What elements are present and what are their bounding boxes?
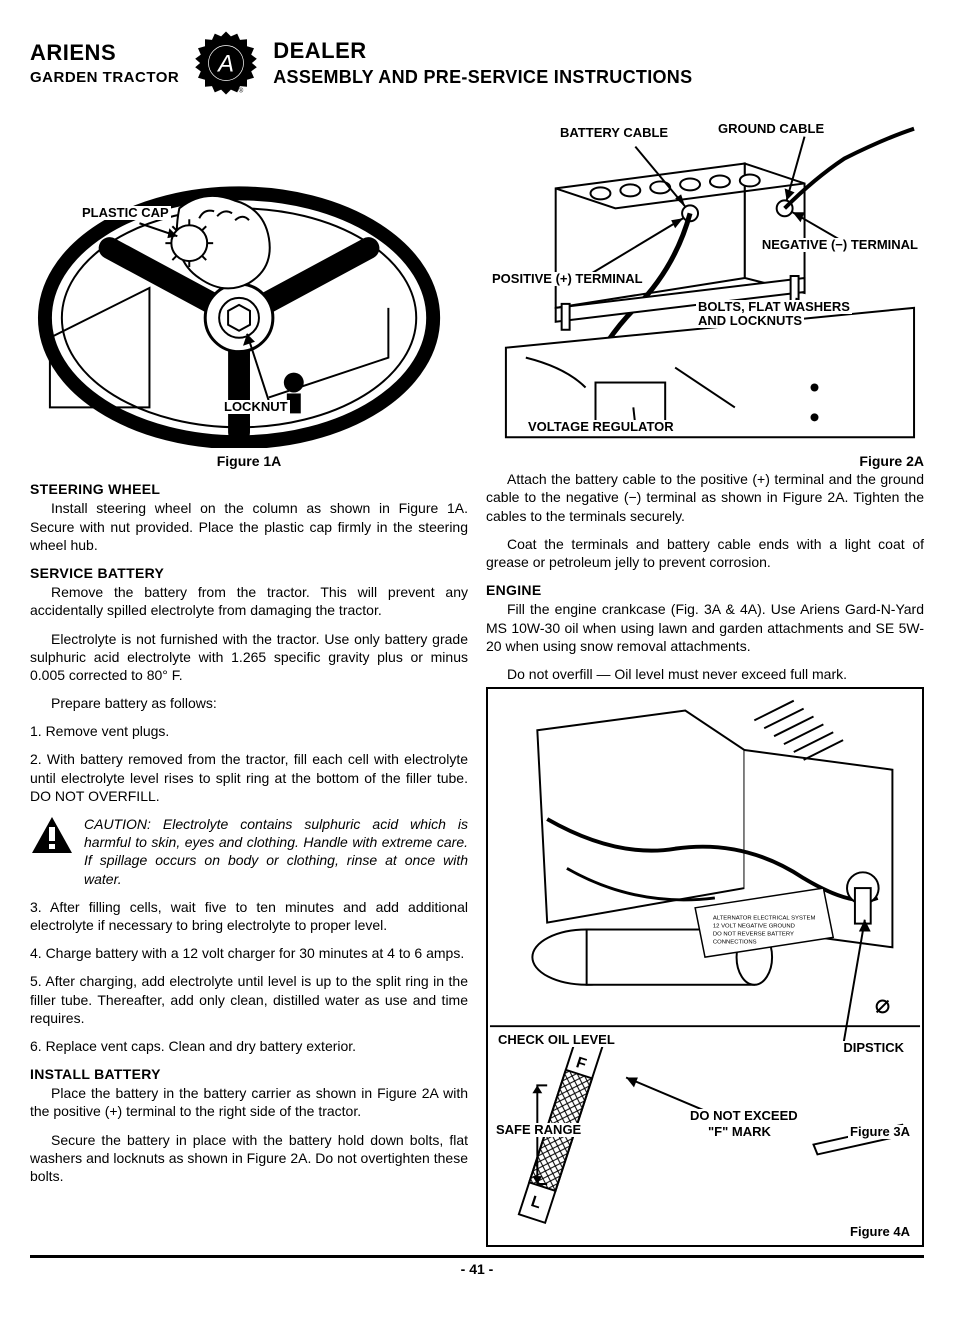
- caution-text: CAUTION: Electrolyte contains sulphuric …: [84, 815, 468, 888]
- battery-step-5: 5. After charging, add electrolyte until…: [30, 972, 468, 1027]
- page-header: ARIENS GARDEN TRACTOR A ® DEALER ASSEMBL…: [30, 28, 924, 98]
- figure-1a-caption: Figure 1A: [30, 452, 468, 470]
- label-voltage-regulator: VOLTAGE REGULATOR: [526, 420, 676, 434]
- label-bolts-line1: BOLTS, FLAT WASHERS: [696, 300, 852, 314]
- service-battery-heading: SERVICE BATTERY: [30, 564, 468, 582]
- engine-p1: Fill the engine crankcase (Fig. 3A & 4A)…: [486, 600, 924, 655]
- label-do-not-exceed-2: "F" MARK: [706, 1125, 773, 1139]
- battery-step-3: 3. After filling cells, wait five to ten…: [30, 898, 468, 934]
- label-plastic-cap: PLASTIC CAP: [80, 206, 171, 220]
- svg-text:ALTERNATOR ELECTRICAL SYSTEM: ALTERNATOR ELECTRICAL SYSTEM: [713, 916, 816, 922]
- left-column: PLASTIC CAP LOCKNUT Figure 1A STEERING W…: [30, 108, 468, 1247]
- svg-text:A: A: [216, 50, 234, 77]
- label-negative-terminal: NEGATIVE (−) TERMINAL: [760, 238, 920, 252]
- figure-3a-4a: ALTERNATOR ELECTRICAL SYSTEM 12 VOLT NEG…: [486, 687, 924, 1247]
- attach-battery-p2: Coat the terminals and battery cable end…: [486, 535, 924, 571]
- figure-1a: PLASTIC CAP LOCKNUT: [30, 108, 468, 448]
- battery-step-2: 2. With battery removed from the tractor…: [30, 750, 468, 805]
- warning-triangle-icon: [30, 815, 74, 855]
- figure-2a: BATTERY CABLE GROUND CABLE NEGATIVE (−) …: [486, 108, 924, 448]
- label-ground-cable: GROUND CABLE: [716, 122, 826, 136]
- steering-wheel-heading: STEERING WHEEL: [30, 480, 468, 498]
- engine-heading: ENGINE: [486, 581, 924, 599]
- battery-step-1: 1. Remove vent plugs.: [30, 722, 468, 740]
- header-left-block: ARIENS GARDEN TRACTOR: [30, 39, 179, 87]
- label-dipstick: DIPSTICK: [841, 1041, 906, 1055]
- engine-p2: Do not overfill — Oil level must never e…: [486, 665, 924, 683]
- svg-text:12 VOLT NEGATIVE GROUND: 12 VOLT NEGATIVE GROUND: [713, 924, 795, 930]
- battery-step-6: 6. Replace vent caps. Clean and dry batt…: [30, 1037, 468, 1055]
- caution-block: CAUTION: Electrolyte contains sulphuric …: [30, 815, 468, 888]
- header-title: ASSEMBLY AND PRE-SERVICE INSTRUCTIONS: [273, 66, 924, 89]
- attach-battery-p1: Attach the battery cable to the positive…: [486, 470, 924, 525]
- install-battery-p2: Secure the battery in place with the bat…: [30, 1131, 468, 1186]
- service-battery-p3: Prepare battery as follows:: [30, 694, 468, 712]
- right-column: BATTERY CABLE GROUND CABLE NEGATIVE (−) …: [486, 108, 924, 1247]
- steering-wheel-p1: Install steering wheel on the column as …: [30, 499, 468, 554]
- figure-3a-caption: Figure 3A: [848, 1125, 912, 1139]
- svg-text:®: ®: [239, 86, 244, 94]
- label-positive-terminal: POSITIVE (+) TERMINAL: [490, 272, 645, 286]
- product-name: GARDEN TRACTOR: [30, 68, 179, 88]
- main-columns: PLASTIC CAP LOCKNUT Figure 1A STEERING W…: [30, 108, 924, 1247]
- figure-2a-caption: Figure 2A: [486, 452, 924, 470]
- header-dealer: DEALER: [273, 37, 924, 66]
- brand-name: ARIENS: [30, 39, 179, 68]
- battery-step-4: 4. Charge battery with a 12 volt charger…: [30, 944, 468, 962]
- ariens-gear-logo: A ®: [191, 28, 261, 98]
- label-locknut: LOCKNUT: [222, 400, 290, 414]
- label-safe-range: SAFE RANGE: [494, 1123, 583, 1137]
- label-do-not-exceed-1: DO NOT EXCEED: [688, 1109, 800, 1123]
- label-battery-cable: BATTERY CABLE: [558, 126, 670, 140]
- label-check-oil-level: CHECK OIL LEVEL: [496, 1033, 617, 1047]
- service-battery-p2: Electrolyte is not furnished with the tr…: [30, 630, 468, 685]
- figure-4a-caption: Figure 4A: [848, 1225, 912, 1239]
- page-number: - 41 -: [30, 1255, 924, 1278]
- install-battery-heading: INSTALL BATTERY: [30, 1065, 468, 1083]
- service-battery-p1: Remove the battery from the tractor. Thi…: [30, 583, 468, 619]
- svg-text:DO NOT REVERSE BATTERY: DO NOT REVERSE BATTERY: [713, 931, 794, 937]
- svg-text:CONNECTIONS: CONNECTIONS: [713, 939, 757, 945]
- header-right-block: DEALER ASSEMBLY AND PRE-SERVICE INSTRUCT…: [273, 37, 924, 89]
- label-bolts-line2: AND LOCKNUTS: [696, 314, 804, 328]
- install-battery-p1: Place the battery in the battery carrier…: [30, 1084, 468, 1120]
